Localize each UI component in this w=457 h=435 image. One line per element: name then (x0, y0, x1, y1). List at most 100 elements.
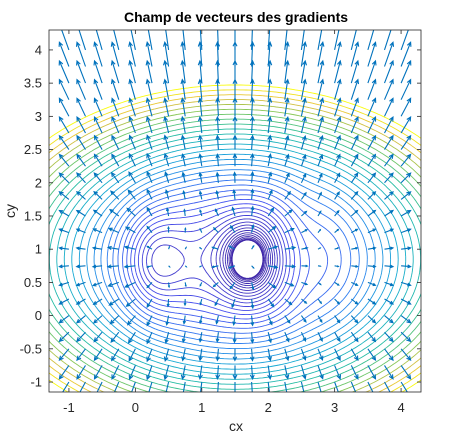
gradient-arrow (145, 97, 153, 117)
gradient-arrow (367, 264, 377, 269)
gradient-arrow (93, 365, 103, 380)
gradient-arrow (109, 190, 120, 200)
gradient-arrow (350, 115, 359, 134)
gradient-arrow (165, 30, 170, 50)
y-tick-label: 1.5 (24, 208, 42, 223)
gradient-arrow (334, 191, 340, 200)
gradient-arrow (367, 153, 377, 167)
gradient-arrow (58, 116, 70, 134)
gradient-arrow (163, 365, 170, 381)
gradient-arrow (146, 188, 153, 200)
gradient-arrow (232, 171, 237, 183)
gradient-arrow (384, 264, 395, 269)
gradient-arrow (300, 381, 305, 392)
gradient-arrow (317, 191, 322, 200)
gradient-arrow (146, 152, 153, 167)
contour-line (106, 174, 360, 344)
gradient-arrow (284, 115, 290, 134)
gradient-arrow (180, 97, 186, 117)
gradient-arrow (228, 245, 236, 250)
gradient-arrow (106, 245, 119, 251)
x-tick-label: 1 (198, 400, 205, 415)
gradient-arrow (317, 381, 322, 392)
gradient-arrow (198, 332, 203, 343)
gradient-arrow (384, 209, 395, 217)
gradient-arrow (267, 171, 273, 183)
contour-line (71, 148, 399, 370)
gradient-arrow (109, 315, 120, 325)
gradient-arrow (250, 205, 255, 217)
gradient-arrow (184, 265, 188, 268)
gradient-arrow (92, 228, 103, 234)
gradient-arrow (229, 282, 236, 290)
gradient-arrow (232, 134, 238, 150)
gradient-arrow (249, 134, 255, 150)
gradient-arrow (301, 264, 309, 268)
gradient-arrow (182, 381, 186, 392)
gradient-arrow (231, 298, 236, 309)
gradient-arrow (181, 153, 186, 167)
y-tick-label: -1 (30, 375, 42, 390)
gradient-arrow (384, 191, 394, 200)
gradient-arrow (123, 264, 136, 269)
gradient-arrow (284, 348, 290, 362)
gradient-arrow (184, 227, 187, 233)
gradient-arrow (111, 365, 120, 381)
gradient-arrow (91, 264, 103, 269)
gradient-arrow (217, 30, 219, 50)
gradient-arrow (267, 332, 273, 344)
gradient-arrow (250, 170, 255, 183)
gradient-arrow (125, 298, 136, 307)
gradient-arrow (215, 315, 219, 325)
y-tick-label: 4 (35, 42, 42, 57)
gradient-arrow (384, 315, 394, 324)
gradient-arrow (334, 281, 340, 286)
gradient-arrow (284, 281, 295, 287)
gradient-arrow (146, 315, 153, 327)
gradient-arrow (128, 97, 136, 117)
gradient-arrow (128, 41, 136, 67)
gradient-arrow (317, 97, 325, 117)
gradient-arrow (400, 228, 412, 234)
gradient-arrow (200, 381, 203, 392)
gradient-arrow (128, 152, 136, 167)
gradient-arrow (162, 41, 170, 67)
gradient-arrow (215, 59, 221, 84)
gradient-arrow (58, 365, 70, 380)
contour-line (49, 133, 421, 385)
gradient-arrow (251, 30, 253, 50)
gradient-arrow (367, 97, 377, 117)
gradient-arrow (58, 134, 70, 150)
gradient-arrow (232, 365, 238, 381)
gradient-arrow (58, 59, 70, 84)
gradient-arrow (350, 331, 359, 343)
gradient-arrow (232, 332, 237, 344)
gradient-arrow (96, 381, 103, 392)
gradient-arrow (350, 30, 357, 51)
gradient-arrow (367, 172, 377, 184)
gradient-arrow (182, 189, 186, 200)
gradient-arrow (284, 41, 290, 67)
gradient-arrow (79, 381, 86, 392)
gradient-arrow (111, 348, 120, 362)
gradient-arrow (110, 331, 120, 343)
gradient-arrow (183, 208, 187, 217)
chart-title: Champ de vecteurs des gradients (124, 9, 348, 25)
gradient-arrow (113, 381, 120, 392)
contour-line (151, 218, 281, 300)
y-tick-label: -0.5 (20, 341, 42, 356)
gradient-arrow (199, 315, 203, 325)
gradient-arrow (317, 210, 322, 217)
gradient-arrow (166, 298, 170, 308)
gradient-arrow (300, 191, 307, 200)
gradient-arrow (198, 265, 203, 268)
gradient-arrow (58, 281, 70, 287)
gradient-arrow (58, 209, 70, 217)
gradient-arrow (300, 41, 308, 67)
gradient-arrow (181, 332, 186, 344)
gradient-arrow (123, 245, 136, 250)
gradient-arrow (168, 265, 171, 268)
gradient-arrow (165, 315, 170, 326)
gradient-arrow (75, 41, 87, 67)
gradient-arrow (367, 331, 377, 343)
